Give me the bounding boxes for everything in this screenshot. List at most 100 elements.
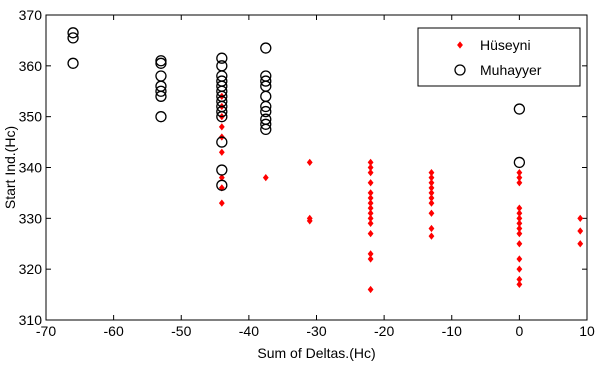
legend-item: Hüseyni [457,37,531,53]
data-point [155,70,167,82]
data-point [367,189,374,197]
data-point [577,214,584,222]
y-tick-label: 310 [19,312,43,328]
data-point [516,219,523,228]
y-tick-label: 340 [19,160,43,176]
data-point [516,179,523,187]
data-point [516,265,523,273]
legend-box [417,27,581,87]
data-point [367,168,374,177]
x-tick-label: 10 [579,323,595,339]
x-tick-label: -50 [171,323,191,339]
data-point [516,214,523,222]
data-point [216,75,228,87]
data-point [577,240,584,248]
data-point [262,174,269,182]
data-point [516,174,523,182]
y-tick-label: 350 [19,109,43,125]
data-point [367,255,374,263]
data-point [260,113,272,125]
x-tick-label: -10 [442,323,462,339]
legend-marker [457,41,463,49]
data-point [367,158,374,167]
data-point [155,55,167,67]
data-point [513,103,526,115]
data-point [367,229,374,238]
data-point [367,163,374,172]
data-point [428,184,435,192]
data-point [260,75,272,87]
data-point [155,111,167,123]
data-point [516,255,523,263]
data-point [516,280,523,289]
data-point [516,229,523,238]
data-point [67,27,79,39]
x-tick-label: -60 [104,323,124,339]
axis-tick-labels: -70 -60 -50 -40 -30 -20 -10 0 10 310 320 330 340 350 3… [19,7,595,339]
data-point [367,250,374,258]
y-tick-label: 370 [19,7,43,23]
data-point [428,199,435,207]
data-point [367,219,374,228]
data-point [306,214,313,222]
data-point [260,42,272,54]
data-point [216,52,228,64]
data-point [218,123,225,131]
x-tick-label: -30 [306,323,326,339]
data-point [367,214,374,222]
axis-ticks [45,14,588,321]
data-point [367,209,374,217]
y-tick-label: 330 [19,210,43,226]
y-axis-label: Start Ind.(Hc) [2,126,18,209]
data-point [516,275,523,283]
data-point [428,232,435,240]
data-point [67,32,79,44]
x-tick-label: -40 [239,323,259,339]
data-point [428,224,435,233]
data-point [516,224,523,233]
data-point [577,227,584,235]
x-axis-label: Sum of Deltas.(Hc) [257,345,375,361]
series-muhayyer [67,27,526,191]
data-point [367,179,374,187]
data-point [367,199,374,207]
data-point [260,70,272,82]
data-point [428,168,435,177]
data-point [367,194,374,202]
data-point [428,174,435,182]
data-point [218,199,225,207]
legend: Hüseyni Muhayyer [417,27,581,87]
data-point [260,105,272,118]
x-tick-label: 0 [515,323,523,339]
data-point [155,85,167,97]
data-point [516,204,523,212]
legend-item: Muhayyer [454,62,542,78]
data-points [67,27,584,294]
y-tick-label: 320 [19,261,43,277]
data-point [516,240,523,248]
legend-marker [454,64,466,76]
x-tick-label: -20 [374,323,394,339]
data-point [516,209,523,217]
x-tick-label: -70 [36,323,56,339]
data-point [516,168,523,177]
data-point [306,158,313,167]
data-point [260,118,272,130]
data-point [428,189,435,197]
data-point [367,285,374,294]
data-point [428,194,435,202]
data-point [218,148,225,156]
y-tick-label: 360 [19,58,43,74]
data-point [367,204,374,212]
data-point [216,164,228,176]
data-point [513,156,526,169]
series-huseyni [218,92,584,294]
legend-label: Hüseyni [480,37,531,53]
data-point [428,209,435,217]
data-point [216,179,228,191]
data-point [67,57,79,69]
data-point [216,136,228,148]
data-point [428,179,435,187]
data-point [216,60,228,72]
